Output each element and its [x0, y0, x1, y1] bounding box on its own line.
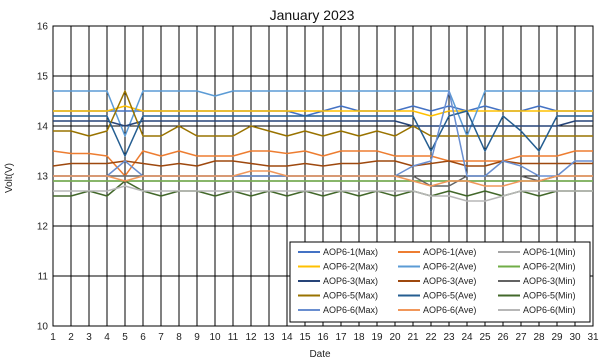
- x-tick-label: 1: [50, 332, 56, 343]
- x-tick-label: 2: [68, 332, 74, 343]
- x-tick-label: 16: [317, 332, 329, 343]
- legend-label: AOP6-3(Ave): [423, 276, 476, 286]
- legend-label: AOP6-6(Max): [323, 305, 378, 315]
- y-tick-label: 10: [37, 322, 49, 333]
- legend-label: AOP6-1(Min): [523, 247, 576, 257]
- x-tick-label: 14: [281, 332, 293, 343]
- x-tick-label: 20: [389, 332, 401, 343]
- x-tick-label: 12: [245, 332, 257, 343]
- legend-label: AOP6-3(Min): [523, 276, 576, 286]
- x-tick-label: 22: [425, 332, 437, 343]
- x-tick-label: 18: [353, 332, 365, 343]
- x-tick-label: 31: [587, 332, 599, 343]
- y-tick-label: 13: [37, 172, 49, 183]
- series-line-aop6-2-ave: [53, 90, 593, 137]
- x-tick-label: 23: [443, 332, 455, 343]
- x-tick-label: 7: [158, 332, 164, 343]
- x-tick-label: 10: [209, 332, 221, 343]
- y-tick-label: 11: [38, 272, 49, 283]
- legend-label: AOP6-1(Ave): [423, 247, 476, 257]
- series-line-aop6-6-min: [53, 185, 593, 202]
- x-tick-label: 4: [104, 332, 110, 343]
- legend-label: AOP6-2(Max): [323, 262, 378, 272]
- legend-label: AOP6-1(Max): [323, 247, 378, 257]
- series-line-aop6-3-max: [53, 120, 593, 127]
- legend-label: AOP6-2(Ave): [423, 262, 476, 272]
- x-tick-label: 21: [407, 332, 419, 343]
- series-line-aop6-6-ave: [53, 170, 593, 187]
- x-tick-label: 11: [228, 332, 239, 343]
- x-tick-label: 28: [533, 332, 545, 343]
- x-tick-label: 25: [479, 332, 491, 343]
- x-tick-label: 6: [140, 332, 146, 343]
- x-tick-label: 17: [335, 332, 347, 343]
- x-tick-label: 9: [194, 332, 200, 343]
- x-tick-label: 5: [122, 332, 128, 343]
- x-tick-label: 30: [569, 332, 581, 343]
- legend-label: AOP6-5(Min): [523, 291, 576, 301]
- legend-label: AOP6-6(Min): [523, 305, 576, 315]
- legend-box: [289, 241, 591, 323]
- x-tick-label: 26: [497, 332, 509, 343]
- series-line-aop6-5-max: [53, 90, 593, 137]
- x-tick-label: 24: [461, 332, 473, 343]
- y-tick-label: 14: [37, 122, 49, 133]
- y-tick-label: 12: [37, 222, 49, 233]
- legend-label: AOP6-2(Min): [523, 262, 576, 272]
- legend-label: AOP6-5(Ave): [423, 291, 476, 301]
- x-tick-label: 13: [263, 332, 275, 343]
- y-tick-label: 16: [37, 22, 49, 33]
- x-tick-label: 27: [515, 332, 527, 343]
- x-tick-label: 29: [551, 332, 563, 343]
- legend-label: AOP6-3(Max): [323, 276, 378, 286]
- x-axis-label: Date: [309, 349, 331, 360]
- legend-label: AOP6-6(Ave): [423, 305, 476, 315]
- x-tick-label: 15: [299, 332, 311, 343]
- series-line-aop6-5-ave: [53, 110, 593, 157]
- legend: AOP6-1(Max) AOP6-1(Ave) AOP6-1(Min) AOP6-2(…: [289, 241, 591, 323]
- y-axis-label: Volt(V): [4, 163, 15, 193]
- x-tick-label: 8: [176, 332, 182, 343]
- y-tick-label: 15: [37, 72, 49, 83]
- legend-label: AOP6-5(Max): [323, 291, 378, 301]
- series-line-aop6-2-max: [53, 105, 593, 117]
- x-tick-label: 3: [86, 332, 92, 343]
- series-lines: [52, 90, 593, 202]
- chart-title: January 2023: [270, 7, 355, 23]
- x-tick-label: 19: [371, 332, 383, 343]
